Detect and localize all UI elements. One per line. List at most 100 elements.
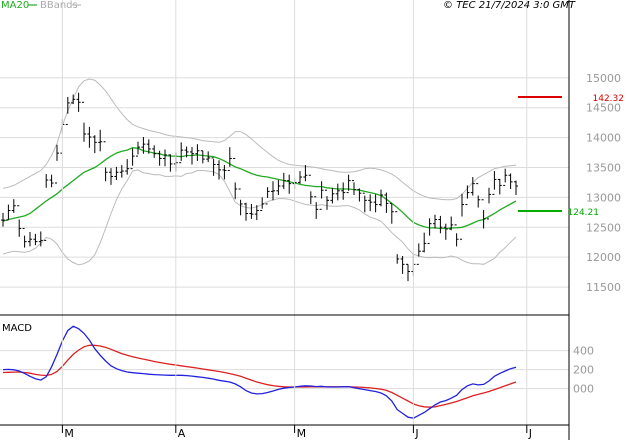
ohlc-bar: [254, 205, 259, 221]
ohlc-bar: [454, 224, 459, 247]
macd-signal-line: [2, 344, 517, 408]
ohlc-bar: [433, 214, 437, 229]
ohlc-bar: [422, 232, 427, 253]
ohlc-bar: [65, 96, 70, 125]
ohlc-bar: [168, 154, 173, 172]
ohlc-bar: [427, 218, 432, 244]
ohlc-bar: [119, 165, 124, 178]
ohlc-bar: [276, 180, 281, 195]
ohlc-bar: [6, 204, 11, 221]
ohlc-bar: [125, 159, 130, 175]
ohlc-bar: [335, 183, 340, 201]
ohlc-bar: [244, 202, 248, 221]
macd-gridlines: [0, 350, 569, 390]
ohlc-bar: [76, 92, 81, 112]
lower-price-marker-value: 124.21: [568, 208, 600, 218]
macd-tick-label: 400: [573, 345, 594, 358]
ohlc-bar: [238, 188, 243, 216]
ohlc-bar: [92, 135, 97, 154]
ohlc-bar: [368, 194, 373, 212]
ohlc-bar: [1, 212, 5, 227]
copyright-text: © TEC 21/7/2024 3:0 GMT: [443, 0, 576, 11]
price-tick-label: 12500: [586, 221, 621, 234]
ohlc-bar: [114, 166, 119, 181]
ohlc-bar: [514, 180, 518, 195]
ohlc-bar: [460, 193, 464, 240]
ohlc-bar: [190, 147, 194, 165]
ohlc-bar: [163, 149, 167, 167]
ohlc-bar: [146, 139, 151, 154]
macd-axis-labels: 000 200 400: [573, 345, 594, 396]
x-tick-label: J: [414, 427, 418, 440]
ohlc-bar: [373, 194, 378, 213]
ohlc-bar: [352, 180, 356, 195]
price-tick-label: 14000: [586, 132, 621, 145]
price-tick-label: 11500: [586, 281, 621, 294]
x-tick-label: A: [178, 427, 186, 440]
ohlc-bar: [55, 144, 59, 184]
ohlc-bar: [346, 174, 351, 194]
upper-price-marker-value: 142.32: [593, 94, 625, 104]
ohlc-bar: [287, 174, 292, 194]
ohlc-bar: [508, 173, 513, 190]
ohlc-bar: [303, 165, 308, 182]
macd-tick-label: 000: [573, 383, 594, 396]
ma20-legend-label: MA20: [1, 0, 29, 11]
ohlc-bar: [227, 147, 232, 171]
ohlc-bar: [109, 168, 113, 185]
ohlc-bar: [384, 192, 389, 213]
ohlc-bar: [308, 174, 313, 204]
price-tick-label: 15000: [586, 72, 621, 85]
ohlc-bar: [103, 141, 108, 182]
ohlc-bar: [487, 187, 491, 220]
ohlc-bar: [314, 196, 319, 219]
ohlc-bar: [325, 189, 329, 210]
x-tick-label: M: [64, 427, 74, 440]
macd-tick-label: 200: [573, 364, 594, 377]
ohlc-bar: [319, 181, 324, 210]
x-tick-label: J: [528, 427, 532, 440]
ohlc-bar: [98, 129, 103, 152]
price-axis-labels: 11500 12000 12500 13000 13500 14000 14500 15000: [586, 72, 621, 294]
ohlc-bar: [206, 151, 211, 163]
ohlc-bar: [233, 158, 238, 200]
ohlc-bar: [38, 231, 43, 247]
ohlc-bar: [389, 202, 394, 224]
ohlc-bar: [298, 171, 302, 184]
ohlc-bar: [49, 174, 54, 188]
macd-line: [2, 325, 517, 419]
macd-lines: [2, 325, 517, 419]
ohlc-bar: [492, 171, 497, 195]
ohlc-bar: [449, 216, 454, 231]
ohlc-bar: [443, 223, 448, 240]
ohlc-bar: [130, 148, 135, 170]
ohlc-bar: [481, 199, 486, 229]
upper-band-line: [2, 78, 517, 201]
ohlc-bar: [260, 197, 265, 212]
ohlc-bar: [11, 199, 16, 213]
ohlc-bar: [22, 227, 27, 248]
ohlc-bar: [152, 145, 157, 158]
ma20-line: [2, 147, 517, 230]
ohlc-bar: [249, 203, 254, 219]
price-tick-label: 14500: [586, 102, 621, 115]
ohlc-bar: [44, 174, 49, 241]
ohlc-bar: [379, 189, 383, 207]
ohlc-bar: [271, 181, 275, 201]
price-tick-label: 12000: [586, 251, 621, 264]
price-gridlines: [0, 77, 569, 288]
ohlc-bar: [341, 182, 346, 200]
lower-band-line: [2, 169, 517, 266]
ohlc-bar: [357, 188, 362, 202]
ohlc-bar: [400, 255, 405, 274]
ohlc-bar: [28, 232, 32, 247]
ohlc-bar: [200, 150, 205, 164]
ohlc-bar: [265, 187, 270, 205]
ohlc-bar: [406, 263, 410, 282]
ohlc-bar: [71, 94, 76, 105]
ohlc-bars: [1, 92, 518, 282]
ohlc-bar: [157, 150, 162, 166]
macd-panel-label: MACD: [2, 323, 32, 334]
price-tick-label: 13500: [586, 161, 621, 174]
